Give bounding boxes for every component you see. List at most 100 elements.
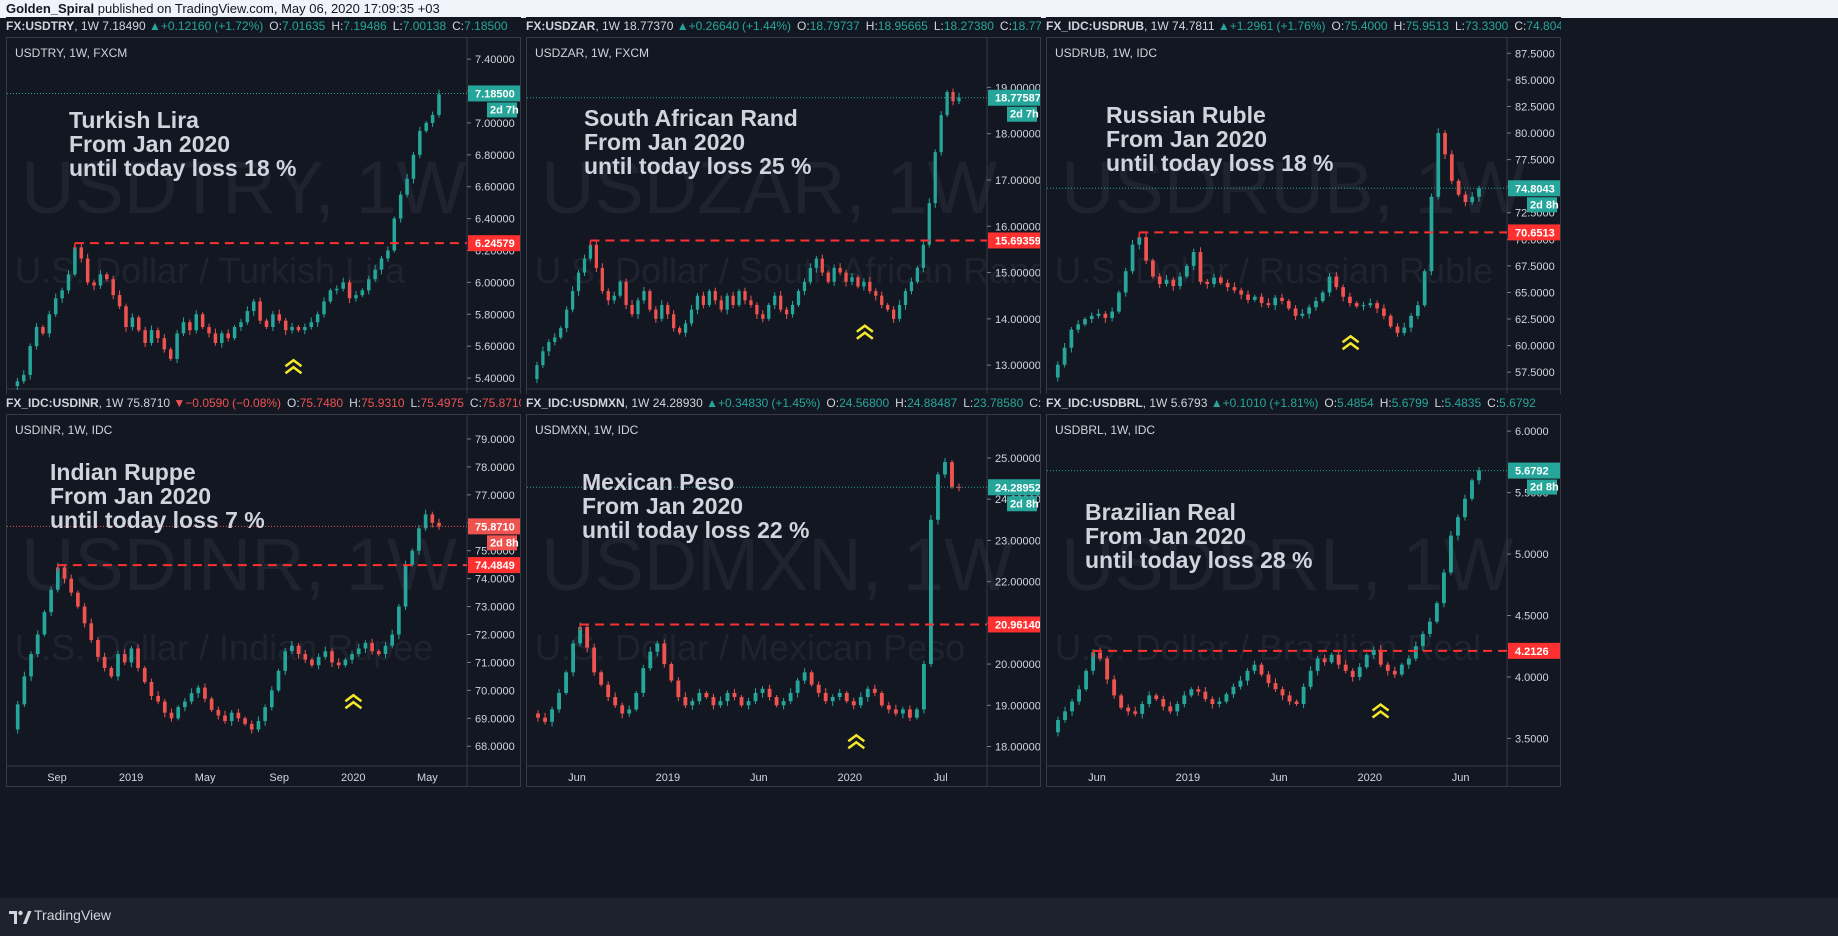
chart-annotation[interactable]: Brazilian Real From Jan 2020 until today l… xyxy=(1085,500,1313,572)
candle xyxy=(85,253,90,286)
candle xyxy=(1077,685,1081,705)
candle xyxy=(309,317,313,330)
candle xyxy=(809,670,814,687)
candle xyxy=(390,629,395,649)
chart-svg[interactable]: USDINR, 1WU.S. Dollar / Indian Rupee79.0… xyxy=(7,415,521,787)
candle xyxy=(1119,693,1124,710)
chart-panel[interactable]: FX_IDC:USDRUB, 1W 74.7811 ▲+1.2961 (+1.76… xyxy=(1046,17,1561,454)
open-label: O: xyxy=(287,396,300,410)
chart-pane[interactable]: USDZAR, 1W U.S. Dollar / South African Ra… xyxy=(526,37,1041,410)
candle xyxy=(1089,312,1094,324)
chart-pane[interactable]: USDMXN, 1W U.S. Dollar / Mexican Peso 25.0… xyxy=(526,414,1041,787)
candle xyxy=(755,302,759,319)
candle xyxy=(943,458,947,478)
chart-panel[interactable]: FX_IDC:USDINR, 1W 75.8710 ▼−0.0590 (−0.08… xyxy=(6,394,521,831)
candle xyxy=(347,279,352,304)
y-tick-label: 6.60000 xyxy=(475,182,515,194)
candle xyxy=(1069,326,1074,353)
candle xyxy=(856,275,860,289)
candle xyxy=(689,304,694,327)
candle xyxy=(739,695,744,708)
high-value: 24.88487 xyxy=(907,396,958,410)
y-tick-label: 20.00000 xyxy=(995,659,1041,671)
watermark-text: USDZAR, 1W xyxy=(541,146,998,229)
candle xyxy=(936,471,940,525)
chart-svg[interactable]: USDBRL, 1WU.S. Dollar / Brazilian Real6.… xyxy=(1047,415,1561,787)
annotation-line: until today loss 18 % xyxy=(1106,150,1334,176)
close-value: 5.6792 xyxy=(1499,396,1536,410)
author-name[interactable]: Golden_Spiral xyxy=(6,1,95,16)
candle xyxy=(1301,683,1306,709)
tradingview-logo-icon[interactable] xyxy=(8,908,32,926)
candle xyxy=(232,324,237,341)
y-tick-label: 74.0000 xyxy=(475,574,515,586)
candle xyxy=(553,333,557,346)
low-value: 73.3300 xyxy=(1464,19,1509,33)
chart-annotation[interactable]: Mexican Peso From Jan 2020 until today los… xyxy=(582,470,810,542)
chart-annotation[interactable]: South African Rand From Jan 2020 until tod… xyxy=(584,106,812,178)
chart-panel[interactable]: FX_IDC:USDMXN, 1W 24.28930 ▲+0.34830 (+1.… xyxy=(526,394,1041,831)
candle xyxy=(156,327,160,343)
candle xyxy=(1406,655,1411,669)
chart-svg[interactable]: USDZAR, 1W U.S. Dollar / South African Ra… xyxy=(527,38,1041,410)
symbol-label[interactable]: FX:USDZAR xyxy=(526,19,596,33)
chart-panel[interactable]: FX_IDC:USDBRL, 1W 5.6793 ▲+0.1010 (+1.81%… xyxy=(1046,394,1561,831)
symbol-label[interactable]: FX:USDTRY xyxy=(6,19,75,33)
candle xyxy=(1329,652,1334,665)
level-tag: 74.4849 xyxy=(468,557,520,574)
chart-pane[interactable]: USDRUB, 1W U.S. Dollar / Russian Ruble 87.… xyxy=(1046,37,1561,410)
candle xyxy=(582,254,587,276)
candle xyxy=(137,315,141,333)
x-tick-label: Sep xyxy=(47,772,67,784)
chart-annotation[interactable]: Russian Ruble From Jan 2020 until today lo… xyxy=(1106,103,1334,175)
chart-pane[interactable]: USDINR, 1W U.S. Dollar / Indian Rupee 79.0… xyxy=(6,414,521,787)
symbol-header: FX_IDC:USDINR, 1W 75.8710 ▼−0.0590 (−0.08… xyxy=(6,394,521,412)
candle xyxy=(392,216,397,253)
change-percent: (+1.72%) xyxy=(214,19,264,33)
candle xyxy=(1076,320,1081,334)
candle xyxy=(207,323,211,338)
candle xyxy=(823,688,828,704)
chart-subtitle: USDRUB, 1W, IDC xyxy=(1055,46,1158,60)
footer-brand[interactable]: TradingView xyxy=(34,907,112,923)
chart-svg[interactable]: USDRUB, 1W U.S. Dollar / Russian Ruble 87.… xyxy=(1047,38,1561,410)
annotation-line: From Jan 2020 xyxy=(584,129,746,155)
candle xyxy=(1364,652,1369,670)
watermark-subtext: U.S. Dollar / Russian Ruble xyxy=(1055,250,1493,291)
candle xyxy=(328,288,333,304)
chart-svg[interactable]: USDMXN, 1W U.S. Dollar / Mexican Peso 25.0… xyxy=(527,415,1041,787)
chart-svg[interactable]: USDTRY, 1WU.S. Dollar / Turkish Lira7.40… xyxy=(7,38,521,410)
candle xyxy=(251,298,256,316)
chart-panel[interactable]: FX:USDTRY, 1W 7.18490 ▲+0.12160 (+1.72%) O… xyxy=(6,17,521,454)
chart-pane[interactable]: USDTRY, 1W U.S. Dollar / Turkish Lira 7.40… xyxy=(6,37,521,410)
symbol-header: FX_IDC:USDRUB, 1W 74.7811 ▲+1.2961 (+1.76… xyxy=(1046,17,1561,35)
chart-panel[interactable]: FX:USDZAR, 1W 18.77370 ▲+0.26640 (+1.44%)… xyxy=(526,17,1041,454)
candle xyxy=(781,697,786,710)
y-tick-label: 68.0000 xyxy=(475,741,515,753)
chart-pane[interactable]: USDBRL, 1W U.S. Dollar / Brazilian Real 6.… xyxy=(1046,414,1561,787)
candle xyxy=(683,320,688,337)
symbol-label[interactable]: FX_IDC:USDMXN xyxy=(526,396,625,410)
candle xyxy=(784,306,789,319)
up-arrow-icon: ▲ xyxy=(673,19,689,33)
y-tick-label: 14.00000 xyxy=(995,314,1041,326)
candle xyxy=(1320,290,1325,303)
change-value: +0.34830 xyxy=(717,396,769,410)
y-tick-label: 70.0000 xyxy=(475,685,515,697)
candle xyxy=(612,291,616,304)
candle xyxy=(1422,269,1427,308)
level-value: 20.96140 xyxy=(995,619,1041,631)
symbol-label[interactable]: FX_IDC:USDBRL xyxy=(1046,396,1143,410)
candle xyxy=(162,698,167,718)
candle xyxy=(1185,263,1189,279)
up-arrow-icon: ▲ xyxy=(1214,19,1230,33)
candle xyxy=(592,643,597,676)
candle xyxy=(360,288,365,298)
chart-subtitle: USDBRL, 1W, IDC xyxy=(1055,423,1156,437)
symbol-label[interactable]: FX_IDC:USDINR xyxy=(6,396,99,410)
symbol-label[interactable]: FX_IDC:USDRUB xyxy=(1046,19,1145,33)
annotation-line: until today loss 22 % xyxy=(582,517,810,543)
chart-annotation[interactable]: Indian Ruppe From Jan 2020 until today los… xyxy=(50,460,265,532)
chart-annotation[interactable]: Turkish Lira From Jan 2020 until today los… xyxy=(69,108,297,180)
y-tick-label: 87.5000 xyxy=(1515,48,1555,60)
